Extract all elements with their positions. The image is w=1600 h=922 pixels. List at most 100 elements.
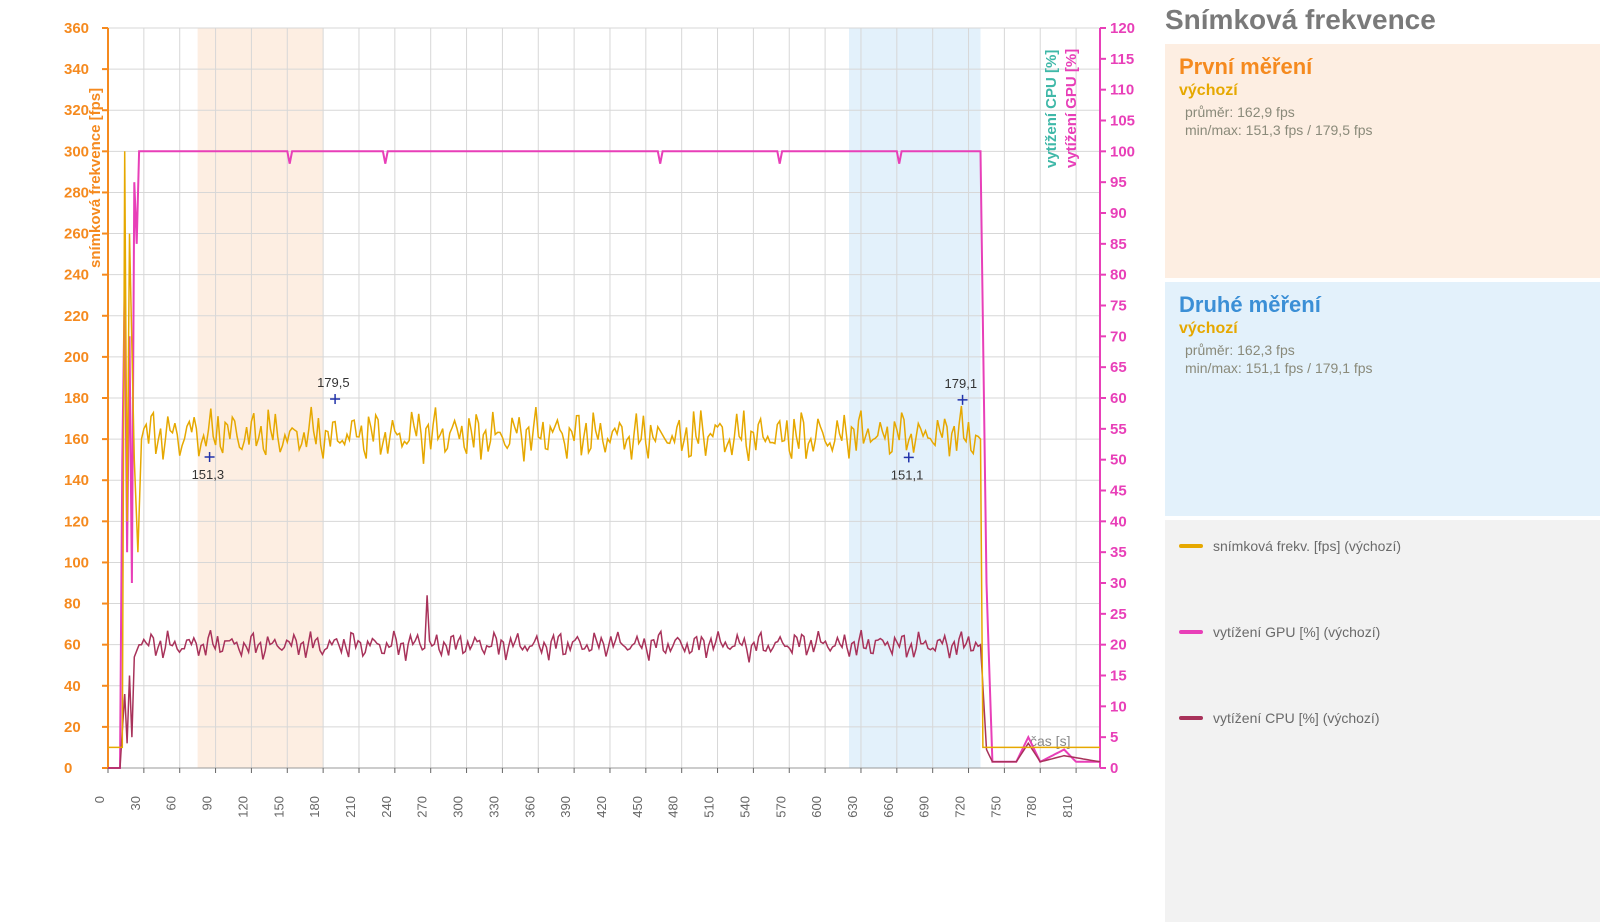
x-tick: 810 bbox=[1060, 796, 1075, 818]
y-right-tick: 60 bbox=[1110, 390, 1127, 407]
x-tick: 300 bbox=[451, 796, 466, 818]
y-left-tick: 120 bbox=[64, 513, 89, 530]
x-tick: 210 bbox=[343, 796, 358, 818]
m2-minmax: min/max: 151,1 fps / 179,1 fps bbox=[1185, 360, 1586, 376]
x-tick: 420 bbox=[594, 796, 609, 818]
y-left-tick: 320 bbox=[64, 102, 89, 119]
x-tick: 0 bbox=[92, 796, 107, 803]
y-right-tick: 105 bbox=[1110, 113, 1135, 130]
m2-heading: Druhé měření bbox=[1179, 292, 1586, 318]
y-right-tick: 40 bbox=[1110, 513, 1127, 530]
y-right-tick: 45 bbox=[1110, 483, 1127, 500]
y-left-label: snímková frekvence [fps] bbox=[87, 88, 104, 268]
marker-label: 151,1 bbox=[891, 467, 924, 482]
legend-item-fps: snímková frekv. [fps] (výchozí) bbox=[1179, 538, 1586, 554]
y-left-tick: 340 bbox=[64, 61, 89, 78]
y-right-cpu-label: vytížení CPU [%] bbox=[1043, 50, 1060, 168]
y-left-tick: 280 bbox=[64, 184, 89, 201]
legend: snímková frekv. [fps] (výchozí) vytížení… bbox=[1165, 520, 1600, 922]
x-tick: 180 bbox=[307, 796, 322, 818]
y-right-tick: 5 bbox=[1110, 729, 1118, 746]
y-right-tick: 75 bbox=[1110, 298, 1127, 315]
y-right-tick: 70 bbox=[1110, 328, 1127, 345]
x-tick: 360 bbox=[522, 796, 537, 818]
y-left-tick: 40 bbox=[64, 678, 81, 695]
x-tick: 330 bbox=[486, 796, 501, 818]
legend-item-cpu: vytížení CPU [%] (výchozí) bbox=[1179, 710, 1586, 726]
y-right-tick: 80 bbox=[1110, 267, 1127, 284]
y-right-tick: 115 bbox=[1110, 51, 1134, 68]
x-tick: 150 bbox=[271, 796, 286, 818]
y-right-gpu-label: vytížení GPU [%] bbox=[1063, 49, 1080, 168]
m1-minmax: min/max: 151,3 fps / 179,5 fps bbox=[1185, 122, 1586, 138]
y-right-tick: 35 bbox=[1110, 544, 1127, 561]
marker-label: 179,5 bbox=[317, 375, 350, 390]
legend-item-gpu: vytížení GPU [%] (výchozí) bbox=[1179, 624, 1586, 640]
m2-avg: průměr: 162,3 fps bbox=[1185, 342, 1586, 358]
y-left-tick: 200 bbox=[64, 349, 89, 366]
y-left-tick: 140 bbox=[64, 472, 89, 489]
m1-heading: První měření bbox=[1179, 54, 1586, 80]
legend-label-cpu: vytížení CPU [%] (výchozí) bbox=[1213, 710, 1379, 726]
x-tick: 60 bbox=[164, 796, 179, 810]
y-right-tick: 100 bbox=[1110, 143, 1135, 160]
x-tick: 450 bbox=[630, 796, 645, 818]
x-tick: 600 bbox=[809, 796, 824, 818]
y-right-tick: 0 bbox=[1110, 760, 1118, 777]
y-left-tick: 240 bbox=[64, 267, 89, 284]
x-tick: 480 bbox=[666, 796, 681, 818]
m1-sub: výchozí bbox=[1179, 82, 1586, 100]
y-right-tick: 85 bbox=[1110, 236, 1127, 253]
y-right-tick: 15 bbox=[1110, 668, 1127, 685]
y-left-tick: 300 bbox=[64, 143, 89, 160]
y-left-tick: 60 bbox=[64, 637, 81, 654]
y-left-tick: 20 bbox=[64, 719, 81, 736]
marker-label: 179,1 bbox=[945, 376, 978, 391]
y-right-tick: 120 bbox=[1110, 20, 1135, 37]
m2-sub: výchozí bbox=[1179, 320, 1586, 338]
x-tick: 780 bbox=[1024, 796, 1039, 818]
y-right-tick: 50 bbox=[1110, 452, 1127, 469]
x-tick: 660 bbox=[881, 796, 896, 818]
legend-swatch-fps bbox=[1179, 544, 1203, 548]
y-left-tick: 260 bbox=[64, 226, 89, 243]
x-tick: 630 bbox=[845, 796, 860, 818]
x-tick: 270 bbox=[415, 796, 430, 818]
y-left-tick: 360 bbox=[64, 20, 89, 37]
x-tick: 390 bbox=[558, 796, 573, 818]
x-axis-label: čas [s] bbox=[1030, 733, 1070, 749]
x-tick: 750 bbox=[988, 796, 1003, 818]
y-right-tick: 65 bbox=[1110, 359, 1127, 376]
y-right-tick: 95 bbox=[1110, 174, 1127, 191]
y-right-tick: 30 bbox=[1110, 575, 1127, 592]
x-tick: 540 bbox=[737, 796, 752, 818]
y-right-tick: 55 bbox=[1110, 421, 1127, 438]
x-tick: 510 bbox=[702, 796, 717, 818]
x-tick: 30 bbox=[128, 796, 143, 810]
panel-title: Snímková frekvence bbox=[1165, 0, 1600, 44]
legend-label-gpu: vytížení GPU [%] (výchozí) bbox=[1213, 624, 1380, 640]
x-tick: 690 bbox=[917, 796, 932, 818]
y-left-tick: 160 bbox=[64, 431, 89, 448]
legend-label-fps: snímková frekv. [fps] (výchozí) bbox=[1213, 538, 1401, 554]
legend-swatch-cpu bbox=[1179, 716, 1203, 720]
y-right-tick: 20 bbox=[1110, 637, 1127, 654]
x-tick: 120 bbox=[235, 796, 250, 818]
y-right-tick: 90 bbox=[1110, 205, 1127, 222]
y-left-tick: 100 bbox=[64, 554, 89, 571]
y-left-tick: 180 bbox=[64, 390, 89, 407]
y-right-tick: 10 bbox=[1110, 698, 1127, 715]
m1-avg: průměr: 162,9 fps bbox=[1185, 104, 1586, 120]
measurement-box-1: První měření výchozí průměr: 162,9 fps m… bbox=[1165, 44, 1600, 278]
marker-label: 151,3 bbox=[192, 467, 225, 482]
y-right-tick: 25 bbox=[1110, 606, 1127, 623]
y-left-tick: 220 bbox=[64, 308, 89, 325]
x-tick: 90 bbox=[200, 796, 215, 810]
legend-swatch-gpu bbox=[1179, 630, 1203, 634]
x-tick: 720 bbox=[953, 796, 968, 818]
y-right-tick: 110 bbox=[1110, 82, 1134, 99]
x-tick: 570 bbox=[773, 796, 788, 818]
measurement-box-2: Druhé měření výchozí průměr: 162,3 fps m… bbox=[1165, 282, 1600, 516]
y-left-tick: 0 bbox=[64, 760, 72, 777]
x-tick: 240 bbox=[379, 796, 394, 818]
